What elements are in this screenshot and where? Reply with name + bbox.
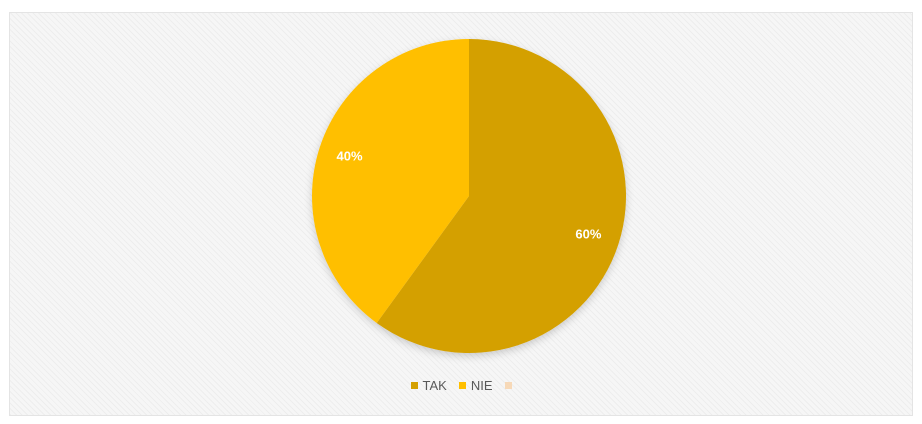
legend: TAK NIE	[0, 378, 922, 393]
pie-slice-tak	[376, 39, 627, 354]
legend-item-series-2	[504, 382, 512, 389]
pie-chart: 60% 40%	[312, 39, 627, 354]
data-label-nie: 40%	[337, 149, 363, 164]
legend-item-nie: NIE	[458, 378, 493, 393]
pie-slice-nie	[312, 39, 469, 324]
legend-item-tak: TAK	[410, 378, 447, 393]
legend-label: TAK	[422, 378, 447, 393]
legend-swatch	[410, 382, 418, 389]
legend-swatch	[504, 382, 512, 389]
data-label-tak: 60%	[575, 226, 601, 241]
legend-swatch	[458, 382, 466, 389]
legend-label: NIE	[470, 378, 493, 393]
chart-area: 60% 40%	[9, 12, 913, 416]
